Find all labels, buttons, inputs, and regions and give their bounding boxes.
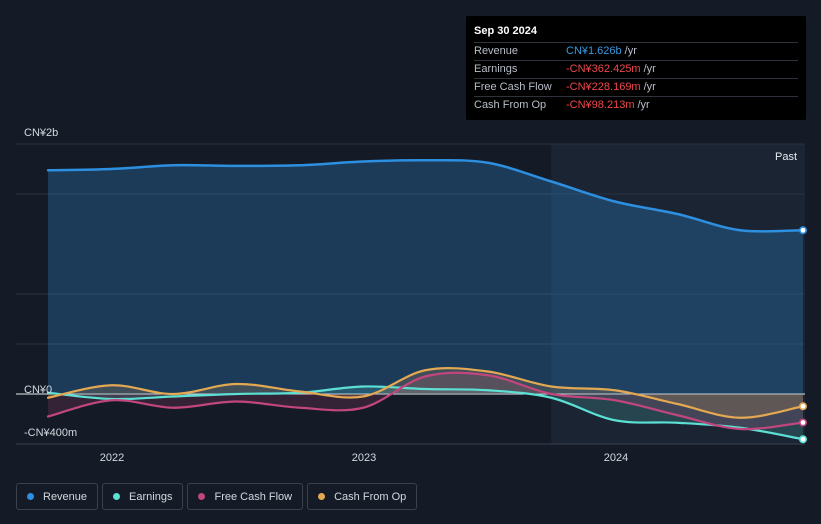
past-label: Past: [775, 151, 797, 163]
series-lines: [46, 158, 805, 441]
tooltip-row-fcf: Free Cash Flow -CN¥228.169m /yr: [474, 78, 798, 96]
legend-label: Earnings: [129, 490, 173, 503]
tooltip-value: -CN¥228.169m: [566, 81, 641, 93]
revenue-line: [46, 158, 805, 233]
legend-label: Revenue: [43, 490, 88, 503]
legend-item-cfo[interactable]: Cash From Op: [307, 483, 418, 510]
legend-item-fcf[interactable]: Free Cash Flow: [187, 483, 304, 510]
cfo-line: [46, 367, 805, 419]
y-tick-label-bottom: -CN¥400m: [24, 427, 77, 439]
tooltip-unit: /yr: [624, 45, 637, 57]
y-tick-label-top: CN¥2b: [24, 127, 58, 139]
tooltip-date: Sep 30 2024: [474, 25, 537, 37]
tooltip-label: Free Cash Flow: [474, 81, 552, 93]
cfo-dot-icon: [318, 493, 326, 500]
legend-label: Cash From Op: [334, 490, 407, 503]
earnings-dot-icon: [113, 493, 121, 500]
x-tick-label-2023: 2023: [352, 452, 376, 464]
cfo-end-point: [798, 402, 807, 411]
tooltip-row-earnings: Earnings -CN¥362.425m /yr: [474, 60, 798, 78]
fcf-area: [48, 372, 803, 430]
fcf-dot-icon: [198, 493, 206, 500]
x-tick-label-2022: 2022: [100, 452, 124, 464]
tooltip-value: CN¥1.626b: [566, 45, 622, 57]
tooltip: Sep 30 2024 Revenue CN¥1.626b /yr Earnin…: [466, 16, 806, 120]
tooltip-row-revenue: Revenue CN¥1.626b /yr: [474, 42, 798, 60]
tooltip-row-cfo: Cash From Op -CN¥98.213m /yr: [474, 96, 798, 114]
legend-item-earnings[interactable]: Earnings: [102, 483, 184, 510]
revenue-area: [48, 160, 803, 394]
fcf-line: [46, 371, 805, 431]
tooltip-label: Cash From Op: [474, 99, 547, 111]
series-end-markers: [798, 226, 807, 444]
y-tick-label-zero: CN¥0: [24, 384, 52, 396]
earnings-line: [46, 385, 805, 441]
earnings-end-point: [798, 435, 807, 444]
tooltip-unit: /yr: [643, 63, 656, 75]
x-tick-label-2024: 2024: [604, 452, 628, 464]
tooltip-unit: /yr: [637, 99, 650, 111]
legend-item-revenue[interactable]: Revenue: [16, 483, 99, 510]
tooltip-unit: /yr: [643, 81, 656, 93]
revenue-end-point: [798, 226, 807, 235]
tooltip-label: Revenue: [474, 45, 519, 57]
tooltip-value: -CN¥362.425m: [566, 63, 641, 75]
legend-label: Free Cash Flow: [214, 490, 293, 503]
fcf-end-point: [798, 418, 807, 427]
cfo-area: [48, 368, 803, 418]
tooltip-value: -CN¥98.213m: [566, 99, 635, 111]
revenue-dot-icon: [27, 493, 34, 500]
tooltip-label: Earnings: [474, 63, 518, 75]
gridlines: [16, 143, 805, 445]
legend: Revenue Earnings Free Cash Flow Cash Fro…: [16, 483, 418, 510]
